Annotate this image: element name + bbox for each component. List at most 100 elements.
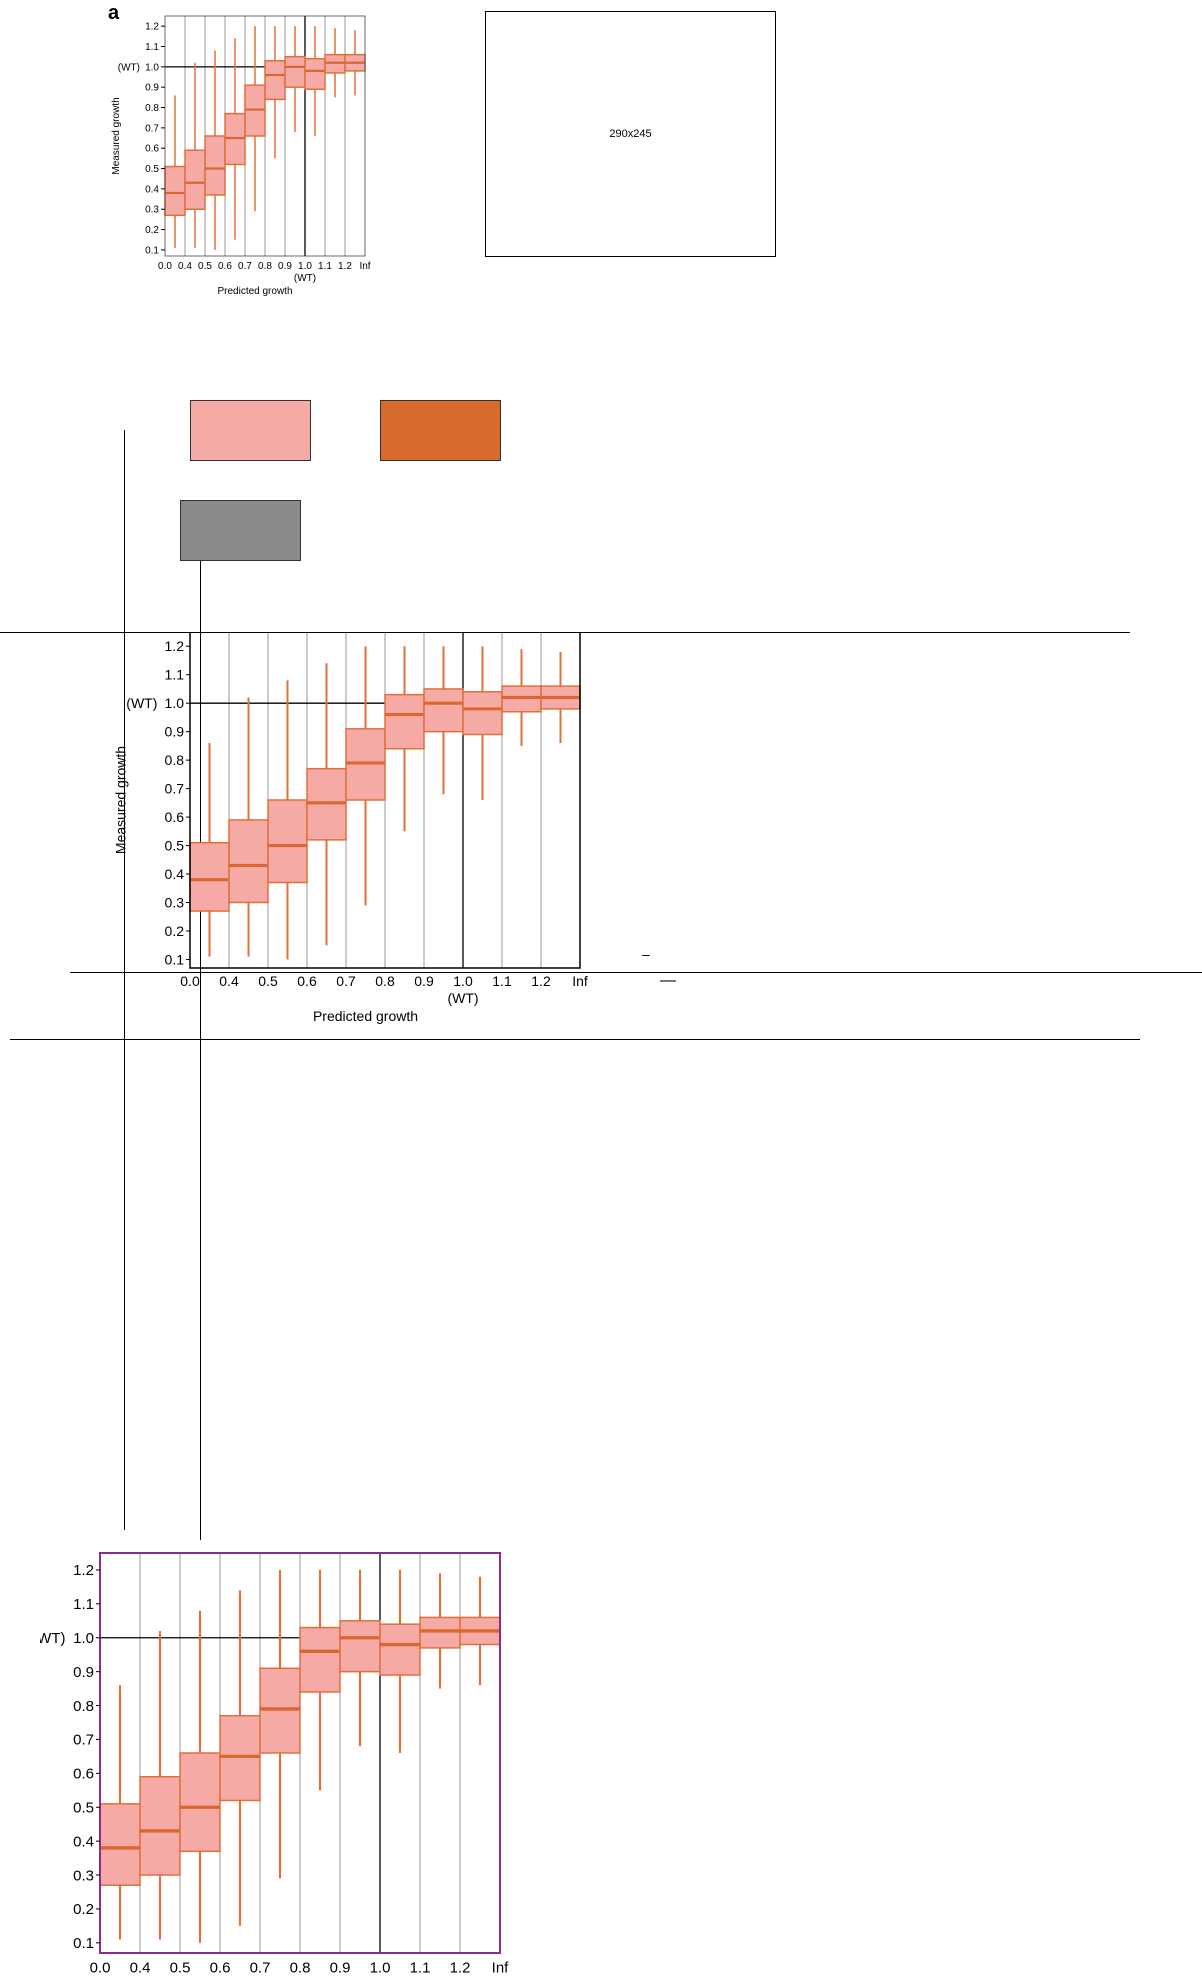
dash-mark-2: — [660, 972, 676, 989]
box [164, 165, 186, 217]
box [204, 135, 226, 196]
y-tick-label: 0.2 [145, 225, 159, 236]
box [304, 57, 326, 90]
x-tick-label: Inf [359, 261, 370, 272]
plot-frame [164, 15, 366, 257]
x-tick-label: 0.6 [210, 1960, 231, 1976]
box [299, 1626, 341, 1693]
y-tick-label: 0.7 [73, 1732, 94, 1749]
box [99, 1803, 141, 1886]
x-tick-label: 0.7 [238, 261, 252, 272]
x-tick-label: 1.0 [453, 973, 473, 989]
box [259, 1667, 301, 1754]
y-axis-title: Measured growth [111, 97, 122, 174]
y-tick-label: 0.7 [145, 123, 159, 134]
box [184, 149, 206, 210]
chart-medium: 0.1 0.2 0.3 0.4 0.5 0.6 0.7 0.8 0.9 1.0 1.1 1.2 (WT)… [113, 632, 588, 1024]
placeholder-text: 290x245 [609, 128, 652, 140]
x-axis-title: Predicted growth [217, 286, 292, 297]
y-tick-label: 0.6 [165, 809, 185, 825]
box [228, 819, 269, 904]
box [284, 55, 306, 88]
x-tick-label: 0.0 [90, 1960, 111, 1976]
x-tick-label: 0.5 [198, 261, 212, 272]
x-tick-label: 0.6 [297, 973, 317, 989]
y-tick-label: 0.5 [145, 164, 159, 175]
y-tick-label: 0.2 [165, 923, 185, 939]
swatch-gray [180, 500, 301, 561]
x-tick-label: 1.2 [450, 1960, 471, 1976]
x-tick-label: 0.9 [414, 973, 434, 989]
x-tick-label: 0.7 [250, 1960, 271, 1976]
y-tick-label: 0.3 [145, 205, 159, 216]
x-tick-label: 0.0 [180, 973, 200, 989]
y-tick-label: 0.6 [73, 1766, 94, 1783]
x-ref-label: (WT) [294, 273, 316, 284]
y-tick-label: 0.4 [145, 184, 159, 195]
box [379, 1623, 421, 1676]
x-tick-label: 1.1 [318, 261, 332, 272]
x-tick-label: 0.5 [258, 973, 278, 989]
x-axis-title: Predicted growth [313, 1008, 418, 1024]
box [462, 691, 503, 736]
y-tick-label: 0.2 [73, 1901, 94, 1918]
box [189, 841, 230, 912]
y-axis-title: Measured growth [113, 746, 129, 854]
x-tick-label: 1.2 [338, 261, 352, 272]
box [219, 1714, 261, 1802]
x-tick-label: 0.4 [178, 261, 192, 272]
y-tick-label: 1.1 [165, 667, 185, 683]
y-tick-label: 0.1 [165, 951, 185, 967]
x-tick-label: 0.9 [278, 261, 292, 272]
y-ref-label: (WT) [126, 695, 157, 711]
x-tick-label: 1.1 [492, 973, 512, 989]
y-tick-label: 0.5 [165, 837, 185, 853]
y-tick-label: 1.0 [145, 62, 159, 73]
x-tick-label: 0.5 [170, 1960, 191, 1976]
y-tick-label: 1.2 [165, 638, 185, 654]
chart-small: 0.1 0.2 0.3 0.4 0.5 0.6 0.7 0.8 0.9 1.0 1.1 1.2 (WT)… [111, 15, 371, 297]
guide-vertical-inner [200, 561, 201, 1540]
y-tick-label: 1.1 [145, 42, 159, 53]
y-tick-label: 1.0 [165, 695, 185, 711]
y-ref-label: (WT) [118, 62, 140, 73]
box [267, 799, 308, 884]
plot-frame [99, 1552, 501, 1954]
box [423, 688, 464, 733]
y-tick-label: 1.2 [145, 22, 159, 33]
y-tick-label: 0.8 [73, 1698, 94, 1715]
y-ref-label: (WT) [40, 1630, 66, 1647]
y-tick-label: 0.4 [73, 1833, 94, 1850]
x-tick-label: 1.1 [410, 1960, 431, 1976]
y-tick-label: 0.1 [145, 245, 159, 256]
x-tick-label: 0.8 [258, 261, 272, 272]
y-tick-label: 0.7 [165, 781, 185, 797]
x-tick-label: 0.9 [330, 1960, 351, 1976]
y-tick-label: 0.1 [73, 1935, 94, 1952]
box [179, 1752, 221, 1853]
box [339, 1620, 381, 1673]
dash-mark-1: – [642, 946, 650, 962]
swatch-orange [380, 400, 501, 461]
guide-horizontal-2 [70, 972, 1202, 973]
y-tick-label: 0.3 [165, 894, 185, 910]
swatch-pink [190, 400, 311, 461]
x-tick-label: 0.7 [336, 973, 356, 989]
guide-vertical-left [124, 430, 125, 1530]
x-tick-label: 0.4 [130, 1960, 151, 1976]
x-tick-label: Inf [492, 1960, 510, 1976]
box [264, 59, 286, 101]
y-tick-label: 1.2 [73, 1562, 94, 1579]
x-tick-label: 0.0 [158, 261, 172, 272]
x-ref-label: (WT) [447, 990, 478, 1006]
y-tick-label: 0.3 [73, 1867, 94, 1884]
y-tick-label: 0.9 [165, 724, 185, 740]
x-tick-label: 1.0 [298, 261, 312, 272]
y-tick-label: 0.8 [165, 752, 185, 768]
box [139, 1775, 181, 1876]
chart-large: 0.1 0.2 0.3 0.4 0.5 0.6 0.7 0.8 0.9 1.0 1.1 1.2 (WT)… [40, 1552, 510, 1976]
image-placeholder: 290x245 [485, 11, 776, 257]
x-tick-label: 0.4 [219, 973, 239, 989]
y-tick-label: 0.9 [73, 1664, 94, 1681]
x-tick-label: 0.6 [218, 261, 232, 272]
